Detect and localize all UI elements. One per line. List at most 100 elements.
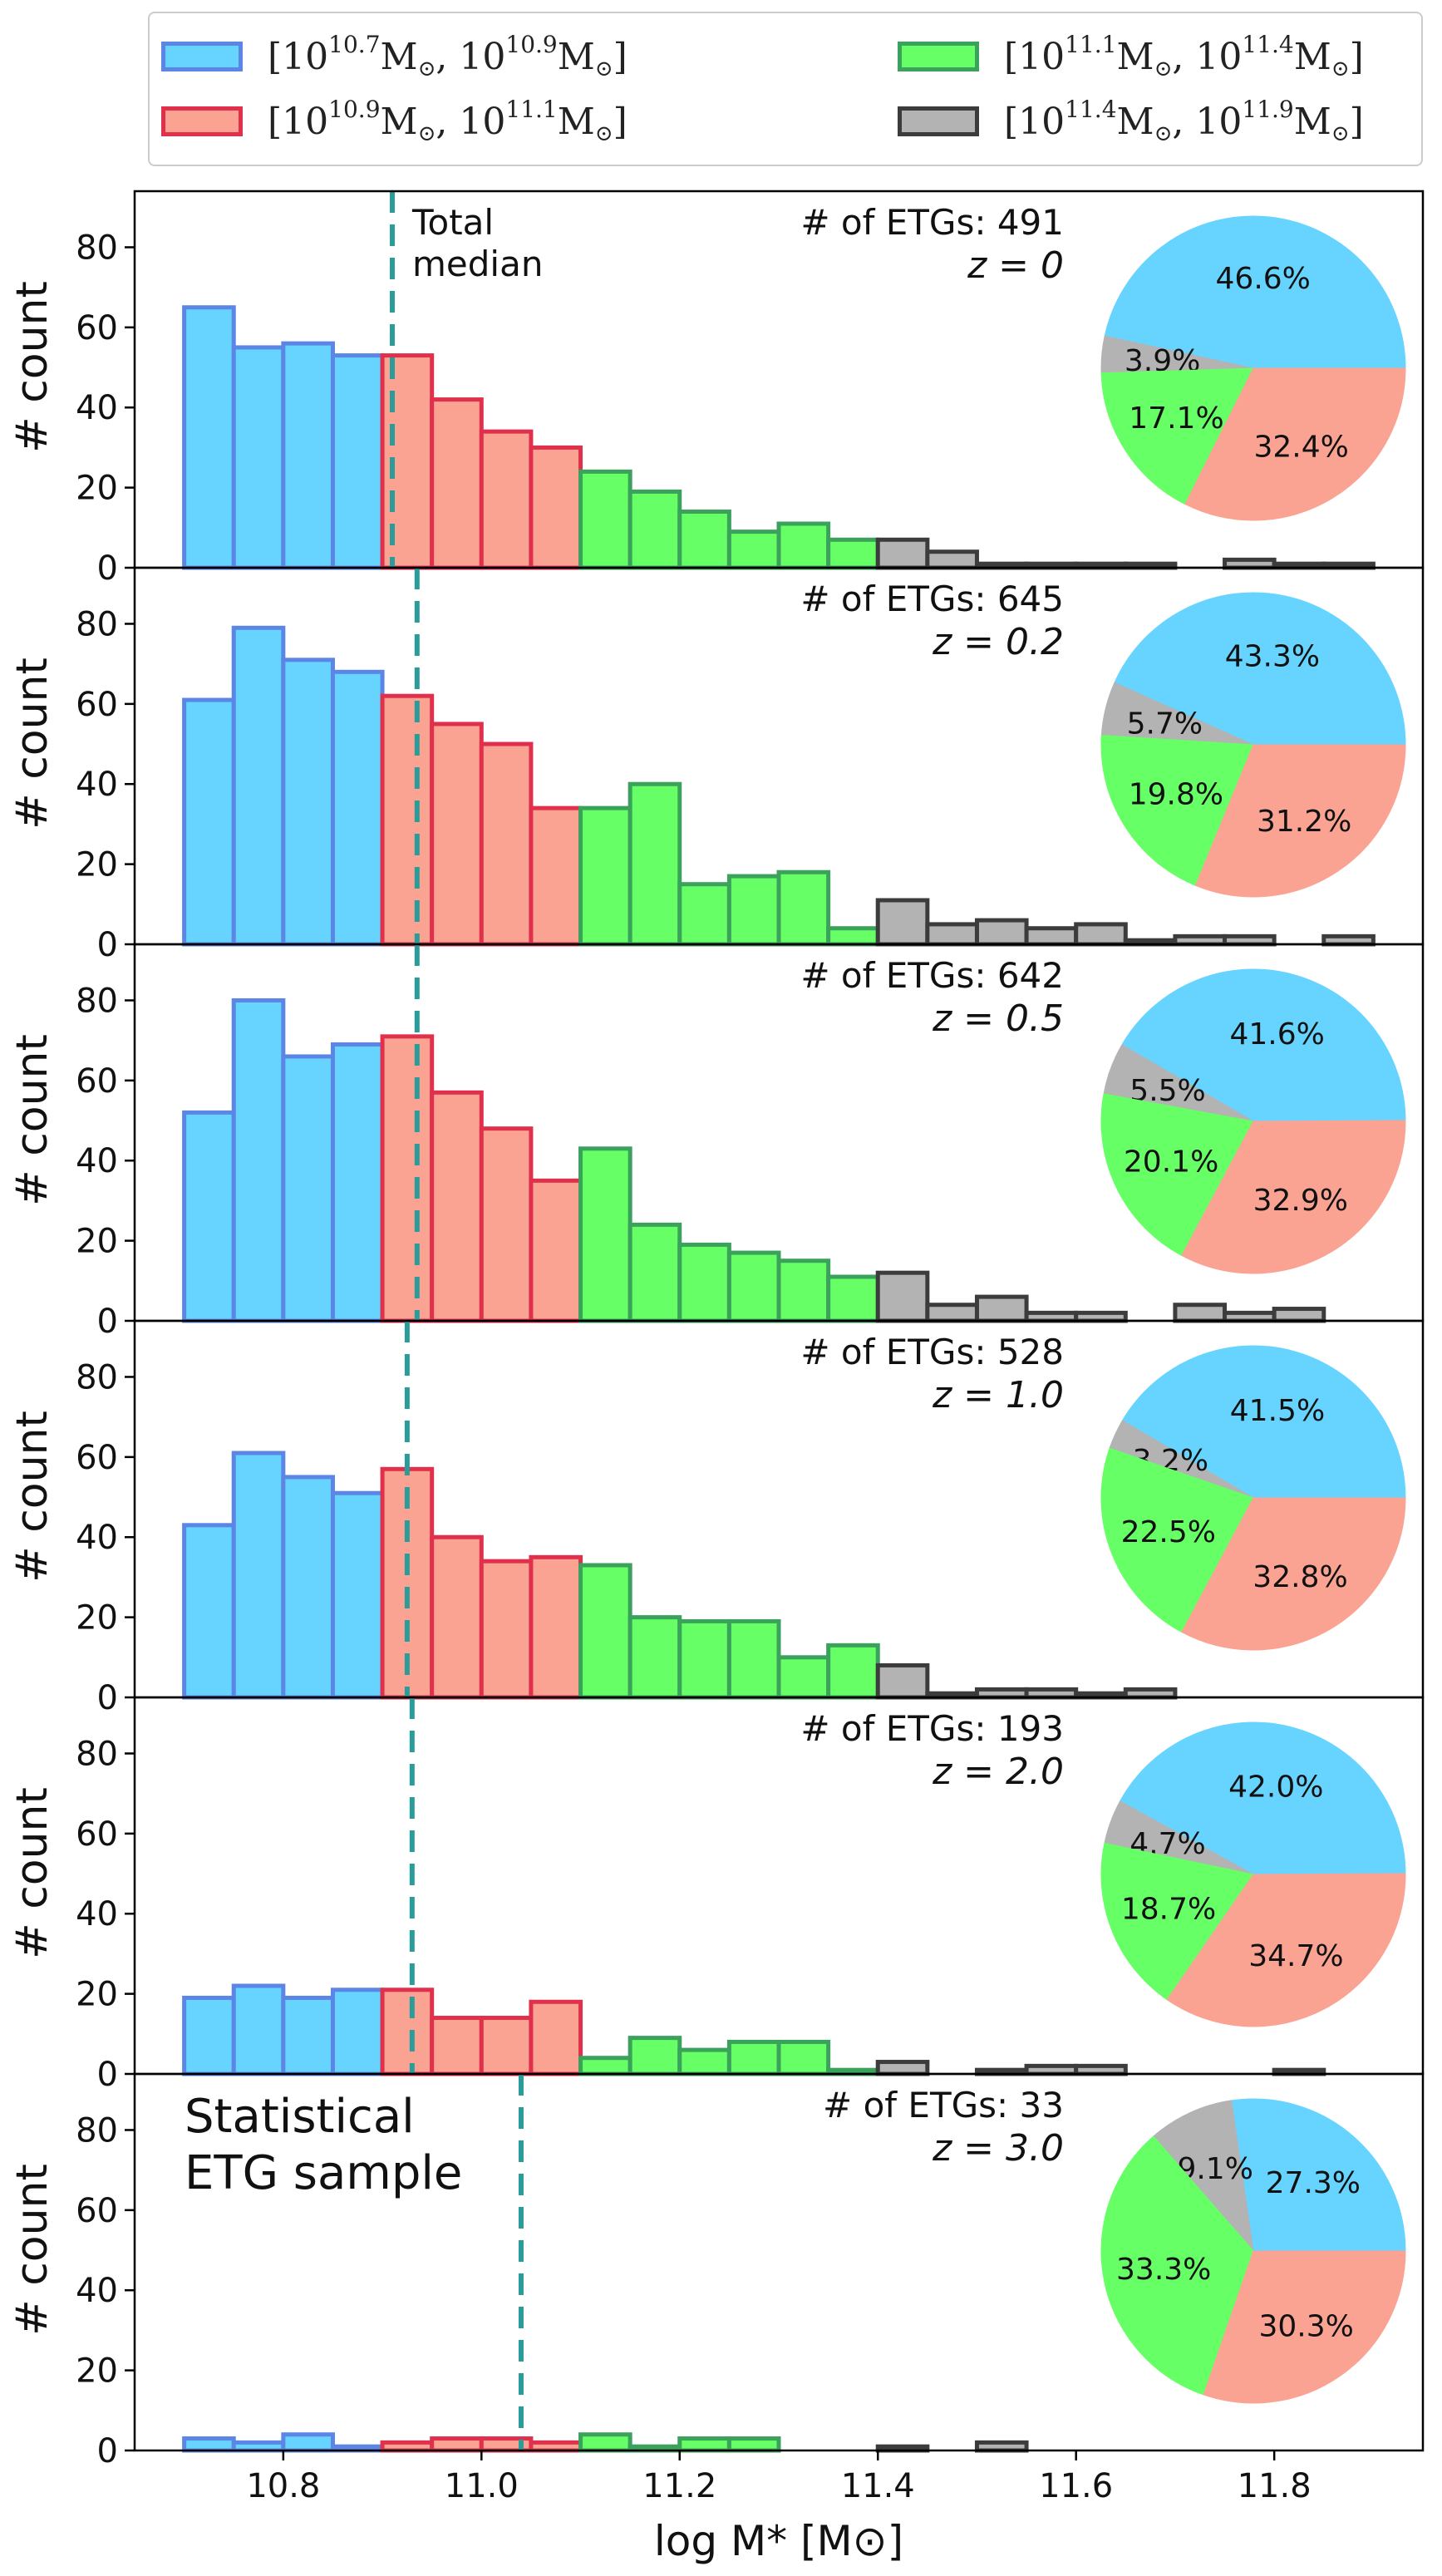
bar-p6-b9 <box>578 2432 632 2453</box>
bar-p4-b17 <box>974 1687 1029 1700</box>
bar-p4-b15 <box>875 1662 930 1700</box>
bar-p3-b5 <box>380 1034 435 1323</box>
bar-p3-b1 <box>182 1110 236 1323</box>
bar-p3-b4 <box>330 1042 385 1323</box>
y-tick-label-p3-0: 0 <box>97 1303 118 1341</box>
y-tick-label-p3-60: 60 <box>76 1062 118 1101</box>
pie-label-p1-1: 46.6% <box>1216 262 1311 296</box>
bar-p5-b1 <box>182 1995 236 2076</box>
pie-label-p3-3: 20.1% <box>1124 1145 1218 1180</box>
pie-label-p2-4: 31.2% <box>1257 805 1351 839</box>
redshift-label-p5: z = 2.0 <box>932 1751 1064 1793</box>
bar-p2-b19 <box>1074 922 1128 947</box>
bar-p3-b22 <box>1223 1310 1277 1323</box>
bar-p3-b19 <box>1074 1310 1128 1323</box>
legend: [1010.7M⊙, 1010.9M⊙] [1010.9M⊙, 1011.1M⊙… <box>148 12 1423 166</box>
redshift-label-p3: z = 0.5 <box>932 997 1064 1040</box>
bar-p3-b8 <box>529 1178 583 1323</box>
bar-p3-b7 <box>479 1126 534 1323</box>
y-tick-label-p1-40: 40 <box>76 389 118 427</box>
bar-p5-b15 <box>875 2060 930 2076</box>
y-tick-label-p2-80: 80 <box>76 605 118 643</box>
redshift-label-p6: z = 3.0 <box>932 2127 1064 2170</box>
pie-label-p1-3: 17.1% <box>1129 401 1223 436</box>
legend-entry-bin-1: [1010.7M⊙, 1010.9M⊙] <box>161 32 627 81</box>
bar-p5-b3 <box>281 1995 335 2076</box>
pie-label-p1-4: 32.4% <box>1253 430 1348 464</box>
pie-slice-p3-3 <box>1100 1093 1254 1257</box>
y-tick-label-p2-60: 60 <box>76 686 118 724</box>
y-tick-label-p2-40: 40 <box>76 766 118 804</box>
bar-p2-b21 <box>1173 933 1228 947</box>
pie-label-p4-1: 41.5% <box>1230 1394 1325 1428</box>
bar-p3-b10 <box>627 1222 682 1323</box>
bar-p3-b6 <box>430 1090 484 1323</box>
bar-p1-b7 <box>479 429 534 570</box>
y-tick-label-p1-80: 80 <box>76 229 118 267</box>
y-tick-label-p5-0: 0 <box>97 2056 118 2094</box>
bar-p3-b3 <box>281 1054 335 1323</box>
bar-p5-b11 <box>677 2047 731 2076</box>
bar-p6-b17 <box>974 2440 1029 2453</box>
legend-label-bin-4: [1011.4M⊙, 1011.9M⊙] <box>1004 95 1364 146</box>
pie-slice-p2-3 <box>1100 734 1254 886</box>
x-tick-label-11.6: 11.6 <box>1039 2467 1113 2505</box>
bar-p2-b16 <box>925 922 979 947</box>
bar-p5-b7 <box>479 2016 534 2076</box>
bar-p2-b3 <box>281 658 335 947</box>
bar-p5-b6 <box>430 2016 484 2076</box>
bar-p2-b24 <box>1321 933 1376 947</box>
y-tick-label-p4-20: 20 <box>76 1599 118 1638</box>
x-tick-label-10.8: 10.8 <box>246 2467 320 2505</box>
bar-p1-b2 <box>231 345 286 570</box>
bar-p3-b9 <box>578 1146 632 1323</box>
bar-p4-b7 <box>479 1559 534 1700</box>
bar-p3-b2 <box>231 997 286 1323</box>
pie-label-p4-4: 32.8% <box>1253 1560 1347 1594</box>
pie-slice-p5-3 <box>1100 1842 1254 2001</box>
x-tick-label-11.0: 11.0 <box>445 2467 519 2505</box>
bar-p1-b4 <box>330 353 385 570</box>
legend-label-bin-1: [1010.7M⊙, 1010.9M⊙] <box>268 30 627 81</box>
y-tick-label-p5-80: 80 <box>76 1735 118 1773</box>
pie-slice-p3-1 <box>1121 968 1406 1122</box>
y-axis-label-p3: # count <box>7 1034 57 1206</box>
pie-slice-p6-4 <box>1203 2250 1406 2404</box>
pie-slice-p5-1 <box>1119 1721 1406 1875</box>
bar-p3-b17 <box>974 1294 1029 1323</box>
y-axis-label-p6: # count <box>7 2164 57 2336</box>
y-tick-label-p1-0: 0 <box>97 549 118 588</box>
median-annotation-line-1: Total <box>411 202 494 243</box>
pie-label-p2-3: 19.8% <box>1129 777 1223 811</box>
bar-p6-b1 <box>182 2436 236 2453</box>
median-annotation-line-2: median <box>412 244 543 284</box>
legend-entry-bin-3: [1011.1M⊙, 1011.4M⊙] <box>898 32 1364 81</box>
legend-swatch-bin-4 <box>898 106 979 136</box>
bar-p1-b10 <box>627 489 682 570</box>
bar-p4-b12 <box>726 1618 781 1700</box>
y-tick-label-p4-0: 0 <box>97 1679 118 1717</box>
etg-count-label-p5: # of ETGs: 193 <box>800 1708 1064 1749</box>
bar-p5-b2 <box>231 1983 286 2076</box>
sample-annotation-line-2: ETG sample <box>185 2146 462 2200</box>
bar-p2-b14 <box>826 926 880 947</box>
pie-slice-p3-4 <box>1181 1120 1406 1274</box>
bar-p2-b12 <box>726 874 781 947</box>
bar-p2-b15 <box>875 898 930 947</box>
bar-p2-b13 <box>776 869 831 947</box>
y-tick-label-p6-20: 20 <box>76 2352 118 2391</box>
pie-label-p5-3: 18.7% <box>1121 1893 1216 1927</box>
bar-p6-b12 <box>726 2436 781 2453</box>
bar-p3-b13 <box>776 1258 831 1323</box>
bar-p5-b4 <box>330 1987 385 2076</box>
y-tick-label-p2-20: 20 <box>76 846 118 884</box>
bar-p2-b8 <box>529 805 583 947</box>
pie-label-p4-3: 22.5% <box>1121 1515 1216 1549</box>
bar-p5-b19 <box>1074 2063 1128 2076</box>
bar-p3-b15 <box>875 1270 930 1323</box>
y-tick-label-p6-40: 40 <box>76 2272 118 2310</box>
bar-p3-b21 <box>1173 1303 1228 1323</box>
bar-p5-b8 <box>529 1999 583 2076</box>
bar-p4-b9 <box>578 1563 632 1700</box>
legend-swatch-bin-2 <box>161 106 243 136</box>
